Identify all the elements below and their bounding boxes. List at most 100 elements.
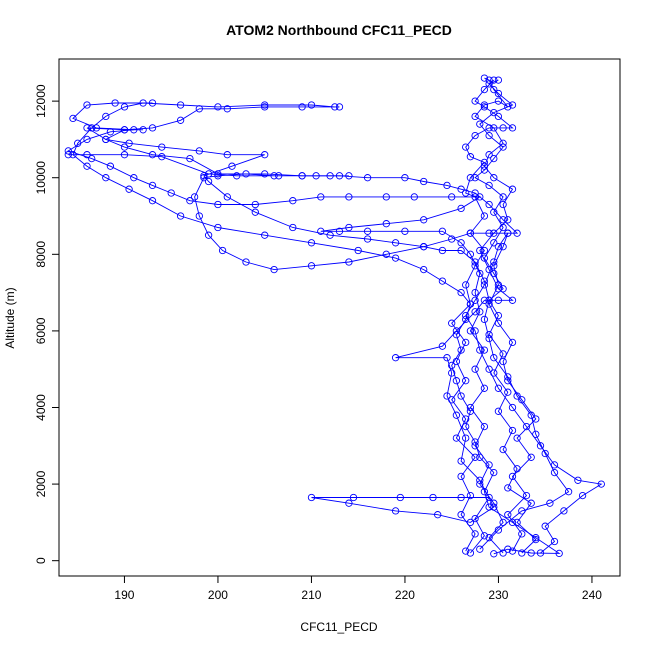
x-tick-label: 220: [395, 588, 415, 602]
data-point: [317, 193, 325, 201]
data-point: [541, 522, 549, 530]
data-point: [457, 204, 465, 213]
data-point: [532, 535, 540, 544]
data-point: [476, 246, 484, 255]
data-point: [471, 97, 479, 105]
data-point: [214, 200, 222, 209]
data-point: [480, 85, 489, 94]
data-point: [457, 346, 465, 354]
data-point: [471, 189, 479, 197]
data-point: [83, 101, 91, 109]
data-point: [139, 126, 147, 134]
data-point: [420, 216, 428, 224]
data-point: [499, 357, 507, 366]
data-point: [443, 392, 451, 400]
series-line: [451, 79, 514, 552]
data-point: [335, 227, 344, 235]
data-point: [176, 101, 185, 109]
data-point: [499, 124, 507, 132]
data-point: [120, 143, 129, 151]
data-point: [452, 357, 461, 366]
series-layer: [64, 74, 605, 558]
series-line: [104, 106, 570, 550]
data-point: [471, 296, 479, 304]
data-point: [504, 511, 512, 519]
data-point: [462, 547, 470, 555]
data-point: [251, 200, 259, 209]
data-point: [410, 193, 418, 201]
data-point: [345, 258, 353, 266]
data-point: [448, 235, 456, 243]
data-point: [485, 461, 493, 469]
data-point: [476, 269, 484, 278]
data-point: [158, 143, 166, 151]
data-point: [490, 269, 498, 278]
data-point: [508, 101, 517, 109]
data-point: [214, 103, 222, 111]
data-point: [457, 246, 465, 255]
data-point: [204, 177, 213, 186]
data-point: [186, 197, 194, 205]
data-point: [499, 193, 507, 201]
data-point: [508, 472, 517, 481]
data-point: [490, 503, 498, 511]
data-point: [485, 131, 493, 140]
data-point: [504, 216, 512, 224]
y-tick-label: 12000: [34, 84, 48, 118]
data-point: [382, 250, 390, 258]
data-point: [480, 315, 489, 324]
series-line: [474, 79, 537, 554]
data-point: [448, 193, 456, 201]
data-point: [504, 484, 512, 492]
data-point: [466, 327, 475, 335]
data-point: [111, 99, 119, 107]
data-point: [345, 499, 353, 507]
data-point: [391, 507, 400, 515]
data-point: [485, 493, 493, 502]
data-point: [223, 105, 231, 113]
data-point: [476, 476, 484, 484]
data-point: [195, 105, 203, 113]
series-6: [102, 103, 573, 553]
data-point: [148, 181, 157, 190]
data-point: [564, 488, 573, 496]
data-point: [490, 239, 498, 247]
data-point: [536, 549, 545, 557]
data-point: [335, 103, 344, 111]
data-point: [130, 174, 138, 182]
data-point: [190, 193, 199, 201]
data-point: [466, 300, 475, 308]
data-point: [499, 139, 507, 147]
data-point: [298, 103, 306, 111]
data-point: [532, 430, 540, 438]
data-point: [485, 229, 493, 237]
data-point: [391, 354, 400, 362]
data-point: [452, 411, 461, 419]
data-point: [480, 74, 489, 82]
data-point: [363, 235, 372, 243]
data-point: [83, 151, 91, 159]
data-point: [176, 116, 185, 124]
data-point: [471, 442, 479, 450]
data-point: [345, 193, 353, 201]
data-point: [471, 514, 479, 523]
y-tick-label: 4000: [34, 394, 48, 421]
data-point: [499, 243, 507, 251]
data-point: [148, 124, 157, 132]
data-point: [401, 174, 409, 182]
data-point: [429, 493, 437, 502]
data-point: [261, 101, 269, 109]
data-point: [420, 265, 428, 274]
data-point: [485, 80, 493, 88]
data-point: [64, 147, 72, 155]
data-point: [490, 550, 498, 558]
data-point: [466, 229, 475, 237]
data-point: [485, 365, 493, 373]
data-point: [64, 151, 72, 159]
data-point: [448, 396, 456, 404]
data-point: [462, 143, 470, 151]
data-point: [466, 250, 475, 258]
data-point: [508, 124, 517, 132]
data-point: [289, 197, 297, 205]
